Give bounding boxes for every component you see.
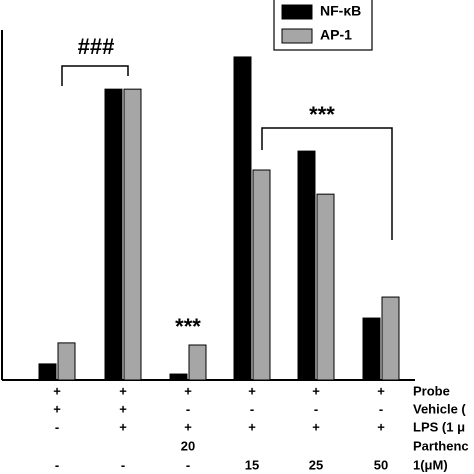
bar	[297, 150, 316, 381]
condition-cell: -	[186, 401, 190, 416]
condition-cell: +	[119, 419, 127, 434]
bracket	[61, 65, 129, 86]
bar	[381, 296, 400, 381]
condition-cell: +	[53, 383, 61, 398]
bracket	[261, 127, 393, 240]
annotation: ***	[175, 314, 201, 339]
bar	[188, 344, 207, 381]
condition-label: Probe	[413, 383, 450, 398]
legend-swatch	[281, 4, 313, 20]
condition-label: Parthenc	[413, 438, 469, 453]
condition-cell: +	[248, 383, 256, 398]
condition-cell: 15	[245, 457, 259, 472]
condition-cell: +	[248, 419, 256, 434]
bar	[38, 363, 57, 381]
condition-cell: -	[55, 457, 59, 472]
bar	[362, 317, 381, 381]
condition-cell: -	[314, 401, 318, 416]
condition-cell: +	[377, 383, 385, 398]
condition-cell: 25	[309, 457, 323, 472]
bar	[233, 56, 252, 381]
condition-label: 1(μM)	[413, 457, 448, 472]
condition-label: Vehicle (	[413, 401, 466, 416]
bar	[316, 193, 335, 381]
condition-cell: -	[55, 419, 59, 434]
condition-cell: +	[312, 383, 320, 398]
condition-cell: -	[250, 401, 254, 416]
annotation: ###	[78, 34, 115, 59]
bar	[252, 169, 271, 381]
bar	[169, 373, 188, 381]
condition-cell: -	[121, 457, 125, 472]
bar	[104, 88, 123, 381]
annotation: ***	[309, 102, 335, 127]
condition-cell: +	[377, 419, 385, 434]
condition-cell: 50	[374, 457, 388, 472]
condition-cell: -	[186, 457, 190, 472]
condition-cell: 20	[181, 438, 195, 453]
bar	[123, 88, 142, 381]
legend-swatch	[281, 28, 313, 44]
condition-cell: +	[119, 383, 127, 398]
condition-cell: +	[184, 419, 192, 434]
condition-label: LPS (1 μ	[413, 419, 465, 434]
condition-cell: +	[184, 383, 192, 398]
condition-cell: -	[379, 401, 383, 416]
bar	[57, 342, 76, 381]
legend-label: NF-κB	[320, 3, 361, 19]
condition-cell: +	[53, 401, 61, 416]
condition-cell: +	[312, 419, 320, 434]
condition-cell: +	[119, 401, 127, 416]
legend-label: AP-1	[320, 27, 352, 43]
